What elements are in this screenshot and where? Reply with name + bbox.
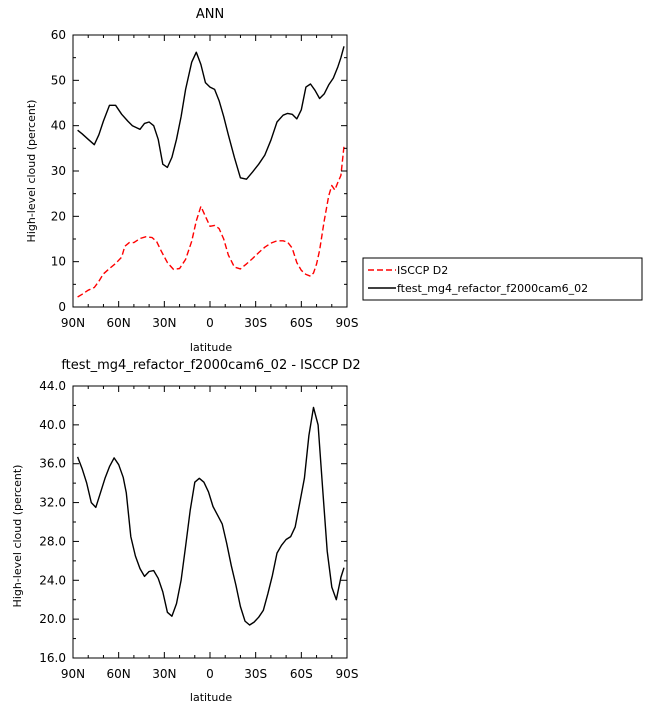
panel-1: ANN High-level cloud (percent) latitude … [25, 7, 358, 354]
x-tick-label: 0 [206, 316, 214, 330]
panel-1-title: ANN [196, 7, 224, 22]
panel-2-xlabel: latitude [190, 691, 232, 704]
panel-2-series [76, 406, 345, 626]
y-tick-label: 40 [51, 119, 66, 133]
x-tick-label: 30S [244, 667, 267, 681]
x-tick-label: 30N [152, 316, 176, 330]
panel-2: ftest_mg4_refactor_f2000cam6_02 - ISCCP … [11, 358, 361, 704]
panel-1-frame [72, 34, 348, 308]
panel-1-ticks [72, 34, 348, 308]
x-tick-label: 60N [107, 316, 131, 330]
panel-1-xlabel: latitude [190, 341, 232, 354]
x-tick-label: 90N [61, 316, 85, 330]
x-tick-label: 60S [290, 316, 313, 330]
legend-box [362, 257, 643, 301]
y-tick-label: 44.0 [39, 379, 66, 393]
y-tick-label: 60 [51, 28, 66, 42]
y-tick-label: 28.0 [39, 534, 66, 548]
y-tick-label: 20 [51, 209, 66, 223]
y-tick-label: 16.0 [39, 651, 66, 665]
series-line-ftest-mg4-refactor-f2000cam6-02 [77, 46, 345, 180]
x-tick-label: 60N [107, 667, 131, 681]
x-tick-label: 90N [61, 667, 85, 681]
y-tick-label: 36.0 [39, 457, 66, 471]
panel-1-ylabel: High-level cloud (percent) [25, 100, 38, 243]
panel-2-frame [72, 385, 348, 659]
legend-label-model: ftest_mg4_refactor_f2000cam6_02 [397, 282, 588, 295]
y-tick-label: 30 [51, 164, 66, 178]
legend: ISCCP D2 ftest_mg4_refactor_f2000cam6_02 [362, 257, 643, 301]
y-tick-label: 24.0 [39, 573, 66, 587]
panel-1-tick-labels: 90N 60N 30N 0 30S 60S 90S 0 10 20 30 40 50 60 [51, 28, 359, 330]
panel-2-ylabel: High-level cloud (percent) [11, 465, 24, 608]
panel-2-ticks [72, 385, 348, 659]
x-tick-label: 30S [244, 316, 267, 330]
legend-label-isccp: ISCCP D2 [397, 264, 448, 277]
y-tick-label: 32.0 [39, 496, 66, 510]
x-tick-label: 30N [152, 667, 176, 681]
series-line-isccp-d2 [77, 146, 345, 298]
x-tick-label: 90S [336, 667, 359, 681]
x-tick-label: 60S [290, 667, 313, 681]
y-tick-label: 20.0 [39, 612, 66, 626]
panel-2-tick-labels: 90N 60N 30N 0 30S 60S 90S 16.0 20.0 24.0 28.0 32.0 3… [39, 379, 358, 681]
y-tick-label: 0 [58, 300, 66, 314]
y-tick-label: 40.0 [39, 418, 66, 432]
panel-2-title: ftest_mg4_refactor_f2000cam6_02 - ISCCP … [61, 358, 360, 373]
x-tick-label: 0 [206, 667, 214, 681]
y-tick-label: 10 [51, 255, 66, 269]
series-line-panel-2 [76, 406, 345, 626]
y-tick-label: 50 [51, 73, 66, 87]
x-tick-label: 90S [336, 316, 359, 330]
panel-1-series [77, 46, 345, 298]
